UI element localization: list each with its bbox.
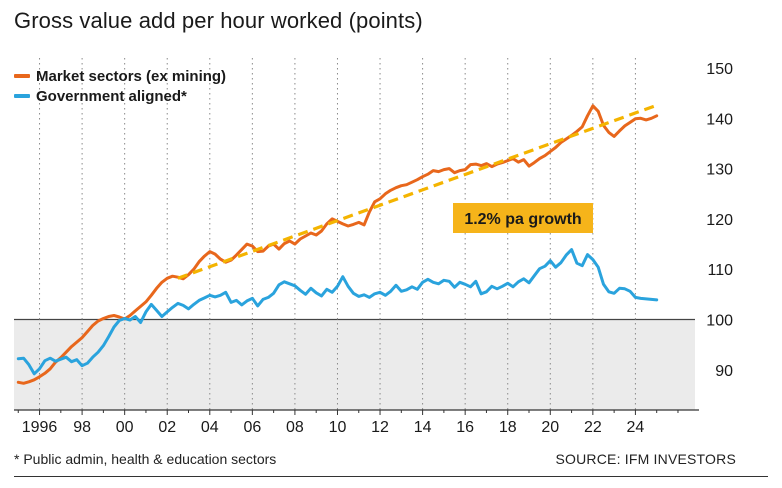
- legend-item-government: Government aligned*: [14, 86, 226, 106]
- x-tick-label: 08: [286, 419, 304, 436]
- y-tick-label: 90: [715, 363, 733, 380]
- y-tick-label: 130: [706, 162, 733, 179]
- y-tick-label: 110: [707, 262, 733, 279]
- chart-title: Gross value add per hour worked (points): [14, 8, 423, 33]
- x-tick-label: 02: [158, 419, 176, 436]
- x-tick-label: 98: [73, 419, 91, 436]
- legend-label-government: Government aligned*: [36, 87, 187, 105]
- y-tick-label: 100: [706, 312, 733, 329]
- x-tick-label: 20: [541, 419, 559, 436]
- annotation-box: [453, 203, 593, 233]
- x-tick-label: 1996: [22, 419, 58, 436]
- x-tick-label: 04: [201, 419, 219, 436]
- footnote: * Public admin, health & education secto…: [14, 451, 277, 467]
- x-tick-label: 22: [584, 419, 602, 436]
- x-tick-label: 06: [243, 419, 261, 436]
- y-tick-label: 120: [706, 212, 733, 229]
- x-tick-label: 14: [414, 419, 432, 436]
- x-tick-label: 24: [627, 419, 645, 436]
- trend-line: [177, 103, 658, 280]
- annotation-label: 1.2% pa growth: [464, 211, 581, 228]
- x-tick-label: 12: [371, 419, 389, 436]
- legend-swatch-market: [14, 74, 30, 78]
- x-tick-label: 16: [456, 419, 474, 436]
- x-tick-label: 00: [116, 419, 134, 436]
- source-credit: SOURCE: IFM INVESTORS: [555, 451, 736, 467]
- y-tick-label: 150: [706, 61, 733, 78]
- x-tick-label: 18: [499, 419, 517, 436]
- legend-label-market: Market sectors (ex mining): [36, 67, 227, 85]
- x-tick-label: 10: [329, 419, 347, 436]
- bottom-rule: [14, 476, 768, 477]
- legend-swatch-government: [14, 94, 30, 98]
- y-tick-label: 140: [706, 111, 733, 128]
- series-line-government-aligned: [16, 248, 659, 376]
- shaded-region-below-100: [14, 319, 695, 410]
- legend-item-market: Market sectors (ex mining): [14, 66, 226, 86]
- chart-legend: Market sectors (ex mining) Government al…: [14, 66, 226, 106]
